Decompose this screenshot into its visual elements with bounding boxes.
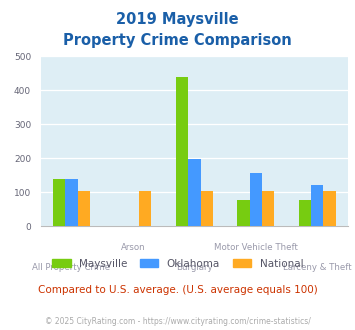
Text: All Property Crime: All Property Crime (32, 263, 111, 273)
Bar (237, 200, 250, 226)
Text: Motor Vehicle Theft: Motor Vehicle Theft (214, 243, 298, 252)
Bar (311, 185, 323, 226)
Text: Larceny & Theft: Larceny & Theft (283, 263, 351, 273)
Text: Compared to U.S. average. (U.S. average equals 100): Compared to U.S. average. (U.S. average … (38, 285, 317, 295)
Bar (188, 159, 201, 226)
Bar (78, 191, 90, 226)
Text: Property Crime Comparison: Property Crime Comparison (63, 33, 292, 48)
Bar (176, 77, 188, 226)
Bar (323, 191, 335, 226)
Bar (65, 179, 78, 226)
Text: © 2025 CityRating.com - https://www.cityrating.com/crime-statistics/: © 2025 CityRating.com - https://www.city… (45, 317, 310, 326)
Text: Arson: Arson (121, 243, 145, 252)
Bar (250, 173, 262, 226)
Bar (139, 191, 151, 226)
Bar (299, 200, 311, 226)
Text: 2019 Maysville: 2019 Maysville (116, 12, 239, 26)
Bar (201, 191, 213, 226)
Text: Burglary: Burglary (176, 263, 213, 273)
Bar (53, 179, 65, 226)
Legend: Maysville, Oklahoma, National: Maysville, Oklahoma, National (48, 254, 307, 273)
Bar (262, 191, 274, 226)
